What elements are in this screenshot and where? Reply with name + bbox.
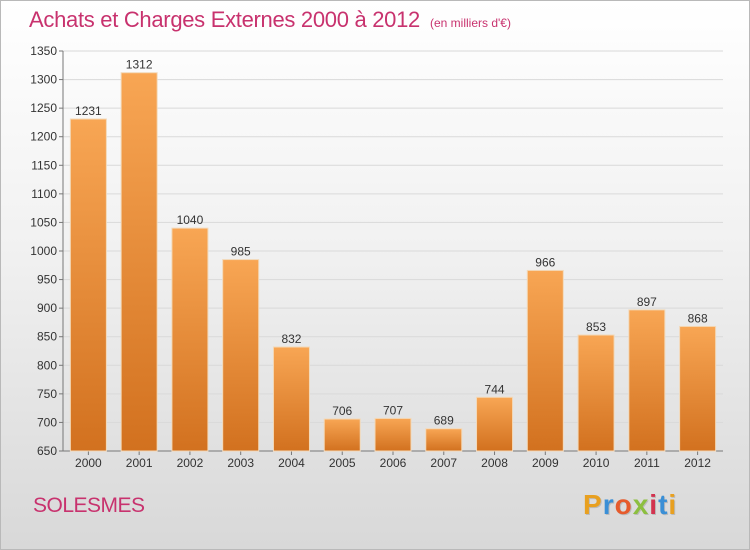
data-label: 744 <box>485 382 505 396</box>
y-tick-label: 1050 <box>30 215 57 229</box>
data-label: 985 <box>231 245 251 259</box>
y-tick-label: 850 <box>37 330 57 344</box>
bar-2001 <box>120 72 158 452</box>
y-tick-label: 1250 <box>30 101 57 115</box>
y-tick-label: 1000 <box>30 244 57 258</box>
y-tick-label: 700 <box>37 415 57 429</box>
data-label: 706 <box>332 404 352 418</box>
bar-2004 <box>272 346 310 452</box>
y-tick-label: 1100 <box>31 187 57 201</box>
bar-2011 <box>628 309 666 452</box>
logo-letter: r <box>602 489 615 520</box>
data-label: 1040 <box>177 213 204 227</box>
data-labels: 1231 1312 1040 985 832 706 707 689 744 966 853 897 8… <box>75 58 708 428</box>
data-label: 1312 <box>126 58 153 72</box>
logo-letter: t <box>658 489 669 520</box>
x-tick-label: 2008 <box>481 456 508 470</box>
data-label: 707 <box>383 403 403 417</box>
x-tick-label: 2000 <box>75 456 102 470</box>
data-label: 853 <box>586 320 606 334</box>
data-label: 868 <box>688 311 708 325</box>
commune-name: SOLESMES <box>33 494 145 517</box>
y-tick-label: 750 <box>37 387 57 401</box>
gridlines <box>63 50 723 452</box>
x-tick-label: 2002 <box>177 456 204 470</box>
bar-2002 <box>171 227 209 452</box>
y-tick-label: 1300 <box>30 73 57 87</box>
logo-letter: o <box>614 489 633 520</box>
logo-letter: i <box>649 489 659 520</box>
x-tick-label: 2009 <box>532 456 559 470</box>
data-label: 897 <box>637 295 657 309</box>
x-tick-label: 2003 <box>227 456 254 470</box>
x-tick-label: 2004 <box>278 456 305 470</box>
x-tick-label: 2006 <box>380 456 407 470</box>
y-tick-label: 650 <box>37 444 57 458</box>
proxiti-logo: Proxiti <box>583 489 677 521</box>
bar-2010 <box>577 334 615 452</box>
y-tick-label: 1150 <box>31 158 57 172</box>
bar-2006 <box>374 417 412 452</box>
logo-letter: x <box>632 489 650 520</box>
bar-2000 <box>69 118 107 452</box>
bar-2007 <box>425 428 463 452</box>
y-tick-label: 1200 <box>30 130 57 144</box>
data-label: 1231 <box>75 104 102 118</box>
logo-letter: i <box>668 489 678 520</box>
data-label: 966 <box>535 255 555 269</box>
data-label: 832 <box>281 332 301 346</box>
bar-2005 <box>323 418 361 452</box>
x-tick-label: 2007 <box>430 456 457 470</box>
data-label: 689 <box>434 414 454 428</box>
bars <box>69 72 717 452</box>
axes: 650 700 750 800 850 900 950 1000 1050 1100 1150 120… <box>30 44 723 470</box>
bar-2009 <box>526 269 564 452</box>
unit-note: (en milliers d'€) <box>429 16 511 30</box>
y-tick-label: 950 <box>37 273 57 287</box>
x-tick-label: 2010 <box>583 456 610 470</box>
bar-2003 <box>222 259 260 452</box>
y-tick-label: 800 <box>37 358 57 372</box>
x-tick-label: 2011 <box>634 456 660 470</box>
logo-letter: P <box>583 489 603 520</box>
y-tick-label: 1350 <box>30 44 57 58</box>
x-tick-label: 2012 <box>684 456 711 470</box>
chart-title: Achats et Charges Externes 2000 à 2012 (e… <box>29 7 511 33</box>
x-tick-label: 2001 <box>126 456 153 470</box>
bar-2012 <box>679 325 717 452</box>
bar-2008 <box>476 396 514 452</box>
chart-title-text: Achats et Charges Externes 2000 à 2012 <box>29 7 420 32</box>
y-tick-label: 900 <box>37 301 57 315</box>
x-tick-label: 2005 <box>329 456 356 470</box>
